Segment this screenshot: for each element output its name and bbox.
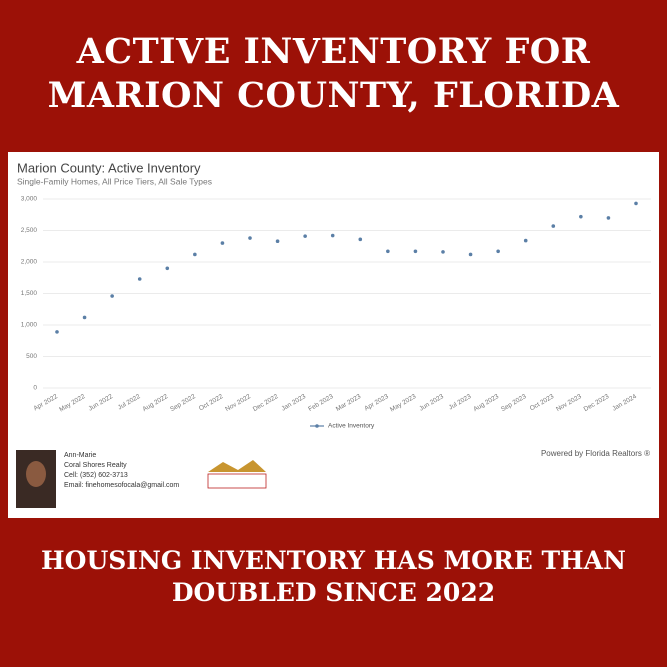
data-point [551,224,556,228]
data-point [386,249,390,254]
legend-marker [315,424,319,428]
legend-label: Active Inventory [328,423,375,430]
data-point [523,238,528,243]
data-point [165,266,170,271]
data-point [303,234,307,238]
data-point [137,277,142,281]
agent-email: Email: finehomesofocala@gmail.com [64,482,179,489]
x-tick-label: Jul 2023 [448,393,473,412]
x-tick-label: Jul 2022 [117,393,142,412]
data-point [110,294,114,298]
x-tick-label: Mar 2023 [335,393,363,413]
y-tick-label: 2,500 [21,227,38,234]
x-tick-label: Sep 2023 [500,393,528,413]
data-point [634,201,638,206]
x-tick-label: Dec 2023 [583,393,611,413]
company-logo [207,460,267,489]
data-point [496,249,500,254]
agent-name: Ann-Marie [64,452,96,459]
data-point [468,252,473,257]
agent-photo-face [26,461,46,487]
agent-company: Coral Shores Realty [64,462,127,469]
subheadline-line: HOUSING INVENTORY HAS MORE THAN [41,546,626,575]
y-tick-label: 3,000 [21,196,38,203]
data-point [330,233,335,238]
subheadline: HOUSING INVENTORY HAS MORE THAN DOUBLED … [0,545,667,609]
x-tick-label: Apr 2023 [363,393,390,412]
y-tick-label: 1,500 [21,290,38,297]
x-tick-label: Aug 2023 [472,393,500,413]
data-point [55,330,59,334]
x-tick-label: Sep 2022 [169,393,197,413]
data-point [413,249,418,254]
agent-card: Ann-Marie Coral Shores Realty Cell: (352… [16,450,267,508]
x-tick-label: May 2022 [58,393,87,414]
x-tick-label: Dec 2022 [252,393,280,413]
headline: ACTIVE INVENTORY FOR MARION COUNTY, FLOR… [0,30,667,118]
x-tick-label: Nov 2022 [224,393,252,413]
data-point [579,214,583,219]
x-tick-label: Aug 2022 [142,393,170,413]
logo-roof [208,460,266,472]
subheadline-line: DOUBLED SINCE 2022 [171,578,496,607]
y-tick-label: 1,000 [21,322,38,329]
data-point [606,216,611,220]
chart-title: Marion County: Active Inventory [17,160,201,175]
x-tick-label: Jan 2023 [280,393,307,413]
data-point [441,250,445,254]
x-tick-label: Apr 2022 [33,393,60,412]
x-tick-label: Jun 2023 [418,393,445,413]
x-tick-label: Jan 2024 [611,393,638,413]
x-tick-label: Oct 2023 [529,393,556,412]
y-tick-label: 2,000 [21,259,38,266]
data-point [220,241,225,245]
x-tick-label: Feb 2023 [307,393,335,413]
x-tick-label: Nov 2023 [555,393,583,413]
data-point [358,237,363,242]
chart-panel: Marion County: Active Inventory Single-F… [8,152,659,518]
y-tick-label: 0 [33,385,37,392]
chart: Marion County: Active Inventory Single-F… [16,160,651,508]
agent-phone: Cell: (352) 602-3713 [64,472,128,479]
logo-box [207,473,267,489]
powered-by: Powered by Florida Realtors ® [541,449,650,458]
data-point [193,252,197,257]
x-tick-label: May 2023 [389,393,418,414]
headline-line: MARION COUNTY, FLORIDA [47,75,620,116]
x-tick-label: Oct 2022 [198,393,225,412]
chart-subtitle: Single-Family Homes, All Price Tiers, Al… [17,176,212,186]
data-point [248,236,252,240]
data-point [275,239,280,244]
y-tick-label: 500 [26,353,37,360]
headline-line: ACTIVE INVENTORY FOR [76,31,591,72]
x-tick-label: Jun 2022 [87,393,114,413]
data-point [82,315,87,320]
